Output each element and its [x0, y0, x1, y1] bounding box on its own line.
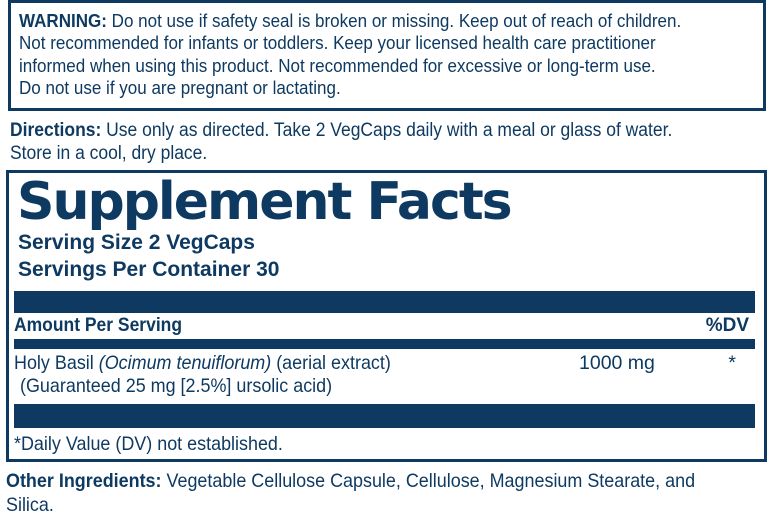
serving-size: Serving Size 2 VegCaps — [18, 231, 255, 254]
servings-per-container: Servings Per Container 30 — [18, 258, 280, 281]
amount-per-serving-header: Amount Per Serving — [14, 315, 183, 336]
warning-text-line-1: WARNING: Do not use if safety seal is br… — [19, 10, 755, 32]
other-ingredients-line-2: Silica. — [6, 493, 54, 516]
dv-header: %DV — [705, 315, 749, 336]
ingredient-name: Holy Basil (Ocimum tenuiflorum) (aerial … — [14, 352, 579, 375]
other-ingredients-section: Other Ingredients: Vegetable Cellulose C… — [6, 470, 770, 517]
other-ingredients-line-1-text: Vegetable Cellulose Capsule, Cellulose, … — [161, 470, 696, 492]
other-ingredients-label: Other Ingredients: — [6, 470, 162, 492]
directions-text-line-1: Directions: Use only as directed. Take 2… — [10, 119, 770, 142]
header-divider-bar — [14, 291, 755, 313]
column-header-row: Amount Per Serving %DV — [9, 313, 764, 339]
ingredient-name-part1: Holy Basil — [14, 352, 99, 374]
ingredient-latin-name: (Ocimum tenuiflorum) — [98, 352, 272, 374]
ingredient-name-part2: (aerial extract) — [271, 352, 391, 374]
warning-label: WARNING: — [19, 10, 107, 31]
ingredient-detail-line: (Guaranteed 25 mg [2.5%] ursolic acid) — [20, 375, 333, 397]
header-underline-bar — [14, 339, 755, 349]
ingredient-dv: * — [728, 352, 736, 374]
warning-text-line-3: informed when using this product. Not re… — [19, 54, 656, 76]
directions-line-1-text: Use only as directed. Take 2 VegCaps dai… — [101, 120, 673, 141]
dv-footnote: *Daily Value (DV) not established. — [14, 433, 283, 455]
warning-text-line-2: Not recommended for infants or toddlers.… — [19, 32, 656, 54]
supplement-facts-title: Supplement Facts — [17, 172, 513, 232]
supplement-facts-panel: Supplement Facts Serving Size 2 VegCaps … — [6, 170, 767, 462]
footer-divider-bar — [14, 404, 755, 428]
other-ingredients-line-1: Other Ingredients: Vegetable Cellulose C… — [6, 470, 770, 494]
warning-text-line-4: Do not use if you are pregnant or lactat… — [19, 77, 341, 99]
warning-line-1-text: Do not use if safety seal is broken or m… — [106, 10, 682, 31]
ingredient-amount: 1000 mg — [579, 352, 655, 374]
directions-label: Directions: — [10, 120, 102, 141]
ingredient-row: Holy Basil (Ocimum tenuiflorum) (aerial … — [9, 352, 764, 375]
directions-text-line-2: Store in a cool, dry place. — [10, 143, 208, 164]
warning-box: WARNING: Do not use if safety seal is br… — [8, 0, 766, 111]
directions-section: Directions: Use only as directed. Take 2… — [10, 119, 770, 165]
